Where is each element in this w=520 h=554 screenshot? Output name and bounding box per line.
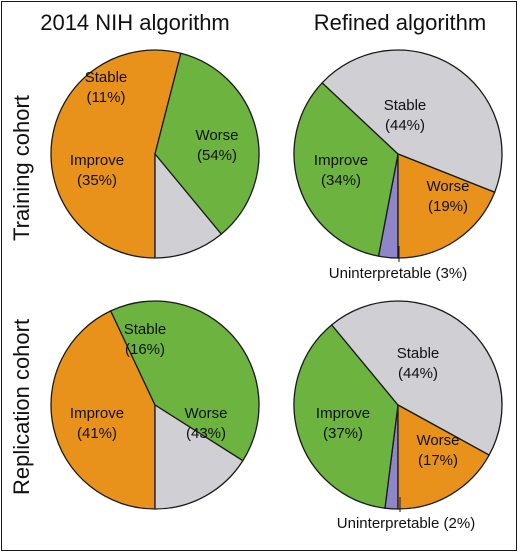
pie-slice-worse xyxy=(50,310,156,510)
column-title-nih: 2014 NIH algorithm xyxy=(40,10,230,35)
slice-label-worse: Worse (19%) xyxy=(426,178,469,215)
slice-label-improve: Improve (37%) xyxy=(316,405,370,442)
pie-slice-worse xyxy=(397,404,490,510)
slice-label-improve: Improve (41%) xyxy=(70,405,124,442)
pie-slice-stable xyxy=(321,49,503,193)
pie-slice-improve xyxy=(293,324,399,509)
pie-slice-stable xyxy=(154,404,244,510)
slice-label-worse: Worse (43%) xyxy=(184,405,227,442)
pie-slice-stable xyxy=(331,300,503,456)
slice-label-uninterpretable: Uninterpretable (2%) xyxy=(337,515,475,532)
pie-slice-improve xyxy=(110,300,260,462)
slice-label-improve: Improve (35%) xyxy=(70,152,124,189)
column-title-refined: Refined algorithm xyxy=(313,10,487,35)
slice-label-stable: Stable (44%) xyxy=(384,97,427,134)
slice-label-stable: Stable (16%) xyxy=(124,321,167,358)
slice-label-uninterpretable: Uninterpretable (3%) xyxy=(329,265,467,282)
slice-label-worse: Worse (17%) xyxy=(416,432,459,469)
slice-label-stable: Stable (11%) xyxy=(85,69,128,106)
pie-slice-improve xyxy=(293,82,399,257)
slice-label-improve: Improve (34%) xyxy=(314,152,368,189)
slice-label-stable: Stable (44%) xyxy=(397,345,440,382)
pie-slice-stable xyxy=(154,153,222,259)
pie-slice-worse xyxy=(397,153,496,259)
slice-label-worse: Worse (54%) xyxy=(195,127,238,164)
pie-slice-improve xyxy=(154,52,260,235)
pie-slice-worse xyxy=(50,49,182,259)
